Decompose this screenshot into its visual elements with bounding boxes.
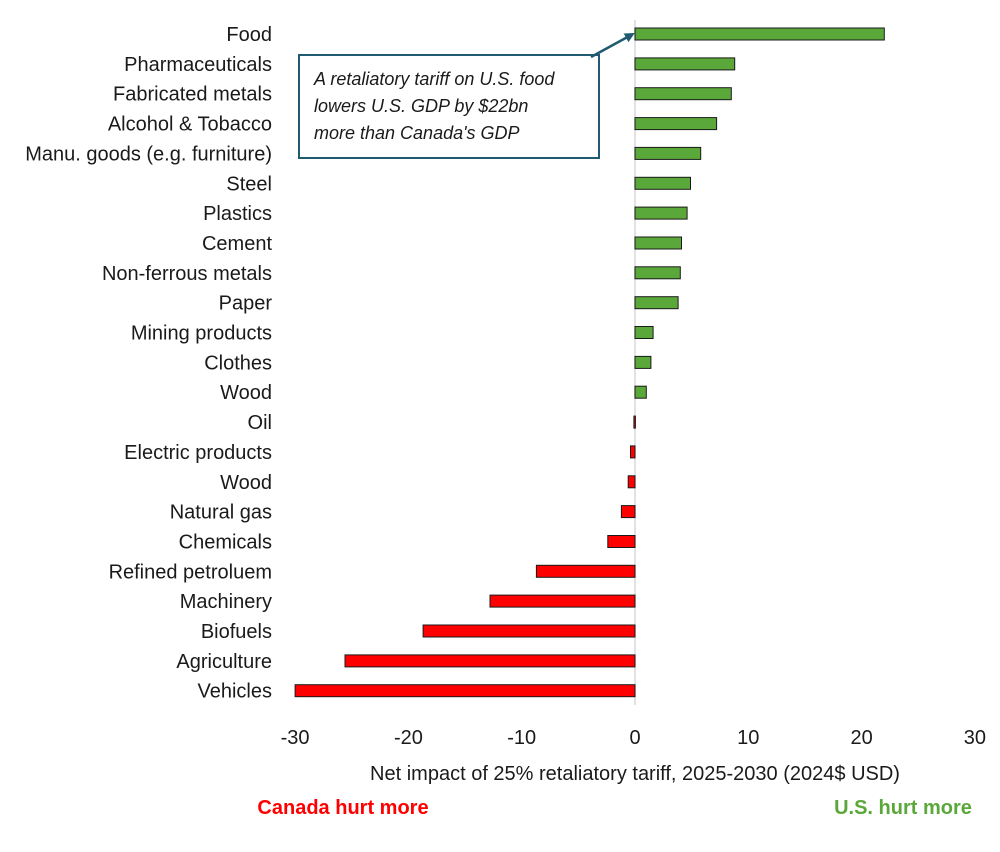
bar-5 — [634, 176, 691, 190]
x-tick-label-0: -30 — [281, 727, 310, 749]
category-label-5: Steel — [226, 173, 272, 195]
category-label-6: Plastics — [203, 203, 272, 225]
bar-20 — [422, 624, 636, 638]
category-label-0: Food — [226, 24, 272, 46]
bar-22 — [294, 684, 636, 698]
bar-21 — [344, 654, 636, 668]
category-label-14: Electric products — [124, 442, 272, 464]
category-label-4: Manu. goods (e.g. furniture) — [25, 143, 272, 165]
category-label-12: Wood — [220, 382, 272, 404]
annotation-line-2: lowers U.S. GDP by $22bn — [314, 96, 528, 116]
category-label-9: Paper — [219, 293, 273, 315]
x-tick-label-6: 30 — [964, 727, 986, 749]
x-tick-label-1: -20 — [394, 727, 423, 749]
category-label-10: Mining products — [131, 323, 272, 345]
annotation-line-1: A retaliatory tariff on U.S. food — [313, 69, 555, 89]
annotation-box — [298, 54, 600, 159]
bar-1 — [634, 57, 736, 71]
bar-16 — [620, 505, 636, 519]
canada-hurt-more-label: Canada hurt more — [257, 797, 428, 819]
x-tick-label-2: -10 — [507, 727, 536, 749]
bar-4 — [634, 146, 702, 160]
category-label-11: Clothes — [204, 352, 272, 374]
bar-12 — [634, 385, 647, 399]
bar-7 — [634, 236, 682, 250]
category-label-2: Fabricated metals — [113, 84, 272, 106]
bar-10 — [634, 326, 654, 339]
x-tick-label-5: 20 — [850, 727, 872, 749]
bar-17 — [607, 535, 636, 548]
bar-6 — [634, 206, 688, 220]
annotation-arrow — [590, 32, 635, 59]
category-label-13: Oil — [248, 412, 272, 434]
bar-18 — [535, 564, 636, 578]
bar-2 — [634, 87, 732, 101]
category-label-3: Alcohol & Tobacco — [108, 114, 272, 136]
category-label-16: Natural gas — [170, 502, 272, 524]
category-label-21: Agriculture — [176, 651, 272, 673]
x-tick-label-3: 0 — [629, 727, 640, 749]
x-tick-label-4: 10 — [737, 727, 759, 749]
bars-group — [294, 27, 885, 698]
bar-15 — [627, 475, 636, 489]
bar-3 — [634, 117, 718, 131]
annotation-callout: A retaliatory tariff on U.S. food lowers… — [298, 32, 635, 159]
category-label-7: Cement — [202, 233, 272, 255]
bar-0 — [634, 27, 885, 41]
us-hurt-more-label: U.S. hurt more — [834, 797, 972, 819]
bar-14 — [630, 445, 636, 459]
category-label-1: Pharmaceuticals — [124, 54, 272, 76]
category-label-20: Biofuels — [201, 621, 272, 643]
bar-13 — [633, 415, 636, 429]
x-tick-labels: -30 -20 -10 0 10 20 30 — [281, 727, 986, 749]
category-label-18: Refined petroluem — [109, 561, 272, 583]
category-label-17: Chemicals — [179, 532, 272, 554]
x-axis-title: Net impact of 25% retaliatory tariff, 20… — [370, 763, 900, 785]
bar-19 — [489, 594, 636, 608]
bar-9 — [634, 296, 679, 310]
category-labels: Food Pharmaceuticals Fabricated metals Alco… — [25, 24, 272, 703]
annotation-line-3: more than Canada's GDP — [314, 123, 520, 143]
category-label-8: Non-ferrous metals — [102, 263, 272, 285]
bar-11 — [634, 355, 652, 369]
bar-8 — [634, 266, 681, 280]
category-label-15: Wood — [220, 472, 272, 494]
category-label-22: Vehicles — [198, 681, 273, 703]
category-label-19: Machinery — [180, 591, 272, 613]
